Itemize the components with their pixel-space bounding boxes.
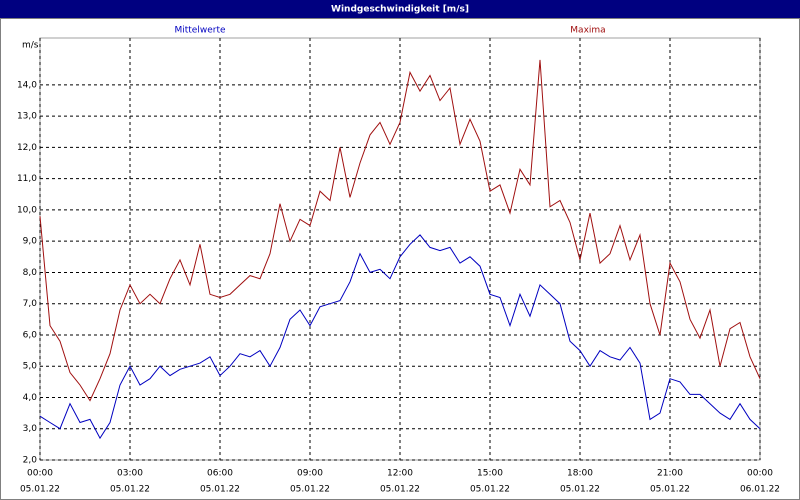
x-tick-sublabel: 05.01.22 — [290, 485, 330, 495]
legend-entry: Maxima — [570, 26, 605, 36]
title-bar — [0, 0, 800, 18]
x-tick-label: 12:00 — [387, 469, 413, 479]
x-tick-sublabel: 06.01.22 — [740, 485, 780, 495]
y-tick-label: 13,0 — [17, 112, 37, 122]
y-axis-label: m/s — [22, 41, 39, 51]
series-line — [39, 234, 761, 440]
x-tick-label: 09:00 — [297, 469, 323, 479]
x-tick-sublabel: 05.01.22 — [110, 485, 150, 495]
frame — [0, 18, 800, 500]
x-tick-label: 00:00 — [27, 469, 53, 479]
x-tick-label: 15:00 — [477, 469, 503, 479]
legend-entry: Mittelwerte — [174, 26, 225, 36]
x-tick-label: 00:00 — [747, 469, 773, 479]
x-tick-sublabel: 05.01.22 — [470, 485, 510, 495]
y-tick-label: 11,0 — [17, 174, 37, 184]
x-tick-label: 21:00 — [657, 469, 683, 479]
x-tick-label: 18:00 — [567, 469, 593, 479]
y-tick-label: 6,0 — [23, 330, 38, 340]
y-tick-label: 7,0 — [23, 299, 38, 309]
x-tick-sublabel: 05.01.22 — [650, 485, 690, 495]
y-tick-label: 8,0 — [23, 268, 38, 278]
y-tick-label: 5,0 — [23, 362, 38, 372]
x-tick-sublabel: 05.01.22 — [200, 485, 240, 495]
series-line — [39, 59, 761, 402]
y-tick-label: 2,0 — [23, 456, 38, 466]
x-tick-sublabel: 05.01.22 — [20, 485, 60, 495]
x-tick-label: 06:00 — [207, 469, 233, 479]
y-tick-label: 4,0 — [23, 393, 38, 403]
y-tick-label: 14,0 — [17, 80, 37, 90]
y-tick-label: 12,0 — [17, 143, 37, 153]
x-tick-label: 03:00 — [117, 469, 143, 479]
y-tick-label: 3,0 — [23, 424, 38, 434]
y-tick-label: 9,0 — [23, 237, 38, 247]
x-tick-sublabel: 05.01.22 — [380, 485, 420, 495]
chart-title: Windgeschwindigkeit [m/s] — [331, 5, 469, 15]
y-tick-label: 10,0 — [17, 205, 37, 215]
x-tick-sublabel: 05.01.22 — [560, 485, 600, 495]
